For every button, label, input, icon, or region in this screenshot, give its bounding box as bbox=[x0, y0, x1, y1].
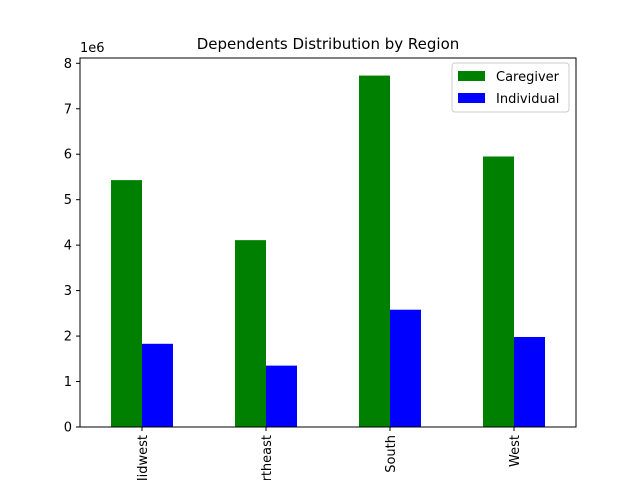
axes-layer: 0 1 2 3 4 5 6 7 8 Midwest Northeast South West bbox=[64, 57, 577, 480]
legend-swatch-caregiver bbox=[458, 71, 485, 81]
x-tick-label-south: South bbox=[384, 435, 399, 473]
y-tick-label: 3 bbox=[64, 284, 72, 299]
legend-swatch-individual bbox=[458, 93, 485, 103]
y-tick-label: 0 bbox=[64, 421, 72, 436]
bar-individual-northeast bbox=[266, 365, 297, 427]
y-tick-label: 4 bbox=[64, 239, 72, 254]
bar-caregiver-west bbox=[483, 156, 514, 427]
y-tick-label: 5 bbox=[64, 193, 72, 208]
y-tick-label: 8 bbox=[64, 57, 72, 72]
bar-individual-midwest bbox=[142, 343, 173, 427]
bar-individual-west bbox=[514, 336, 545, 427]
legend-label-individual: Individual bbox=[496, 92, 559, 107]
bar-caregiver-midwest bbox=[111, 180, 142, 427]
bar-individual-south bbox=[390, 309, 421, 427]
y-tick-label: 7 bbox=[64, 102, 72, 117]
y-tick-label: 6 bbox=[64, 148, 72, 163]
legend: Caregiver Individual bbox=[451, 62, 570, 113]
bar-caregiver-south bbox=[359, 75, 390, 428]
bar-caregiver-northeast bbox=[235, 240, 266, 427]
y-axis-offset-label: 1e6 bbox=[80, 41, 105, 56]
chart-title: Dependents Distribution by Region bbox=[197, 35, 460, 53]
bars-layer bbox=[111, 75, 545, 428]
x-tick-label-northeast: Northeast bbox=[260, 435, 275, 480]
y-tick-label: 2 bbox=[64, 330, 72, 345]
legend-label-caregiver: Caregiver bbox=[496, 70, 560, 85]
x-tick-labels: Midwest Northeast South West bbox=[136, 435, 523, 480]
plot-frame bbox=[79, 57, 577, 428]
x-tick-label-midwest: Midwest bbox=[136, 435, 151, 480]
x-tick-label-west: West bbox=[508, 435, 523, 467]
y-tick-label: 1 bbox=[64, 375, 72, 390]
